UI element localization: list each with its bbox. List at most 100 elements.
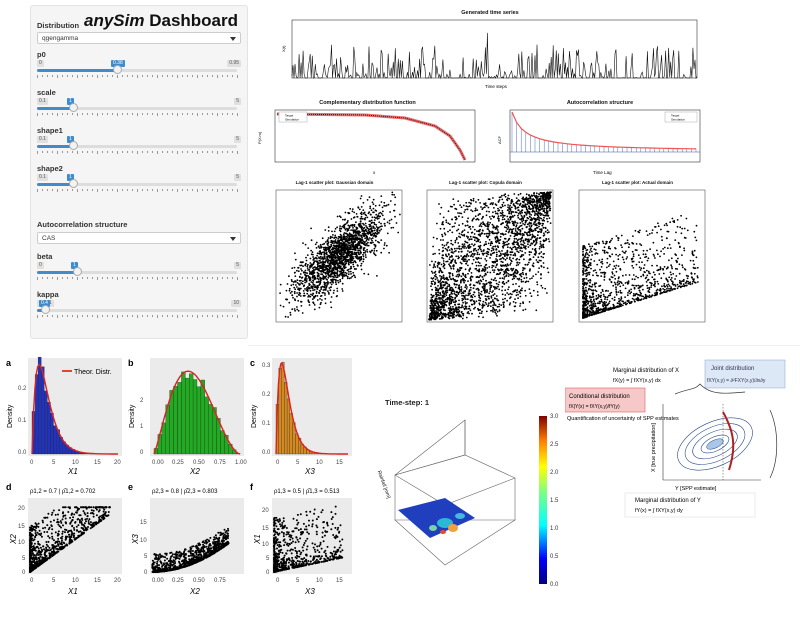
scatter-point: [547, 271, 550, 274]
autocorr-select[interactable]: CAS: [37, 232, 241, 244]
slider-ticks: [37, 315, 238, 319]
slider-handle[interactable]: [69, 141, 78, 150]
scatter-point: [370, 209, 373, 212]
slider-handle[interactable]: [69, 103, 78, 112]
slider-track[interactable]: [37, 309, 237, 312]
scatter-point: [388, 251, 390, 254]
slider-handle[interactable]: [113, 65, 122, 74]
scatter-point: [458, 310, 461, 313]
scatter-point: [394, 203, 396, 206]
scatter-point: [518, 258, 521, 261]
scatter-point: [511, 210, 513, 213]
scatter-point: [453, 203, 455, 206]
scatter-point: [460, 286, 463, 288]
scatter-point: [307, 294, 310, 297]
scatter-point: [434, 317, 437, 320]
scatter-point: [330, 306, 333, 309]
slider-kappa[interactable]: 0.001100.4: [37, 300, 241, 326]
scatter-point: [484, 258, 487, 260]
scatter-point: [462, 274, 465, 276]
scatter-point: [542, 199, 545, 202]
slider-ticks: [37, 75, 238, 79]
scatter-point: [522, 273, 525, 276]
scatter-point: [318, 252, 321, 255]
scatter-point: [548, 202, 551, 205]
slider-handle[interactable]: [73, 267, 82, 276]
scatter-point: [532, 235, 535, 237]
scatter-point: [509, 264, 511, 266]
scatter-point: [441, 315, 443, 317]
scatter-point: [318, 257, 321, 260]
scatter-point: [626, 281, 629, 284]
scatter-point: [363, 247, 366, 249]
scatter-point: [656, 280, 659, 283]
scatter-point: [368, 237, 371, 239]
scatter-point: [461, 278, 463, 281]
scatter-point: [540, 199, 542, 201]
scatter-point: [683, 227, 686, 230]
scatter-point: [452, 290, 454, 292]
scatter-point: [531, 277, 533, 279]
scatter-point: [620, 234, 623, 237]
distribution-select[interactable]: qgengamma: [37, 32, 241, 44]
scatter-point: [437, 289, 440, 292]
scatter-point: [330, 283, 333, 286]
scatter-point: [480, 257, 482, 260]
scatter-point: [342, 218, 344, 221]
scatter-point: [540, 244, 543, 247]
scatter-point: [316, 287, 319, 289]
scatter-point: [495, 313, 497, 315]
scatter-point: [511, 269, 513, 272]
scatter-point: [350, 229, 352, 231]
scatter-point: [474, 215, 477, 218]
slider-p0[interactable]: 0 0.95 0.38: [37, 60, 241, 86]
scatter-point: [306, 278, 308, 280]
scatter-point: [539, 245, 541, 248]
scatter-point: [493, 301, 495, 304]
scatter-point: [468, 201, 470, 204]
slider-track[interactable]: [37, 145, 237, 148]
scatter-point: [290, 279, 293, 281]
scatter-point: [456, 268, 459, 271]
scatter-point: [465, 288, 468, 290]
slider-track[interactable]: [37, 183, 237, 186]
scatter-point: [348, 235, 351, 238]
scatter-point: [548, 217, 551, 219]
scatter-point: [434, 261, 437, 263]
scatter-point: [296, 269, 298, 272]
scatter-point: [335, 295, 338, 298]
scatter-point: [452, 301, 455, 303]
slider-shape1[interactable]: 0.1 5 1: [37, 136, 241, 162]
slider-handle[interactable]: [41, 305, 50, 314]
scatter-point: [286, 283, 289, 285]
scatter-point: [315, 290, 318, 293]
scatter-point: [428, 314, 431, 317]
slider-shape2[interactable]: 0.1 5 1: [37, 174, 241, 200]
scatter-point: [544, 196, 547, 198]
scatter-point: [598, 300, 601, 303]
scatter-point: [662, 267, 664, 270]
slider-track[interactable]: [37, 271, 237, 274]
scatter-point: [327, 281, 329, 283]
scatter-point: [470, 202, 472, 205]
scatter-point: [468, 225, 471, 228]
scatter-point: [486, 295, 489, 298]
slider-track[interactable]: [37, 69, 237, 72]
scatter-point: [462, 312, 465, 315]
scatter-point: [536, 204, 539, 206]
scatter-point: [366, 232, 369, 235]
slider-track[interactable]: [37, 107, 237, 110]
scatter-point: [514, 270, 516, 273]
scatter-point: [338, 256, 341, 258]
scatter-point: [340, 227, 343, 230]
scatter-point: [353, 260, 356, 262]
scatter-point: [307, 263, 309, 266]
scatter-point: [366, 251, 369, 253]
scatter-point: [532, 289, 535, 292]
slider-scale[interactable]: 0.1 5 1: [37, 98, 241, 124]
scatter-point: [444, 247, 447, 250]
scatter-point: [520, 275, 523, 278]
slider-handle[interactable]: [69, 179, 78, 188]
scatter-point: [477, 261, 480, 264]
